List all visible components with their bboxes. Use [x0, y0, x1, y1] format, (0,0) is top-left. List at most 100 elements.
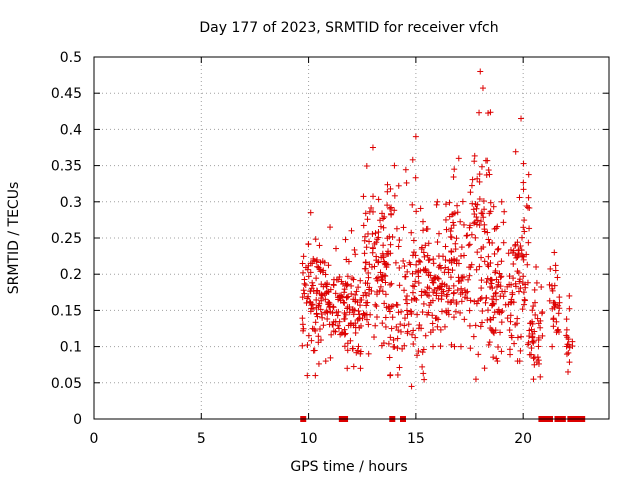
- data-point: [519, 252, 526, 259]
- data-point: [498, 319, 505, 326]
- data-point: [565, 368, 572, 375]
- data-point: [387, 241, 394, 248]
- data-point: [355, 343, 362, 350]
- data-point: [507, 312, 514, 319]
- data-point: [308, 337, 315, 344]
- data-point: [420, 370, 427, 377]
- data-point: [454, 202, 461, 209]
- data-point: [446, 257, 453, 264]
- data-point: [303, 299, 310, 306]
- data-point: [402, 273, 409, 280]
- data-point: [318, 281, 325, 288]
- data-point: [381, 300, 388, 307]
- data-point: [487, 316, 494, 323]
- data-point: [348, 290, 355, 297]
- data-point: [340, 299, 347, 306]
- data-point: [371, 334, 378, 341]
- data-point: [510, 299, 517, 306]
- data-point: [409, 270, 416, 277]
- data-point: [333, 309, 340, 316]
- data-point: [400, 224, 407, 231]
- data-point: [323, 283, 330, 290]
- data-point: [520, 179, 527, 186]
- data-point: [435, 253, 442, 260]
- data-point: [478, 285, 485, 292]
- data-point: [421, 253, 428, 260]
- data-point: [410, 237, 417, 244]
- data-point: [367, 311, 374, 318]
- data-point: [494, 344, 501, 351]
- data-point: [516, 194, 523, 201]
- data-point: [374, 236, 381, 243]
- data-point: [407, 308, 414, 315]
- data-point: [408, 310, 415, 317]
- data-point: [555, 302, 562, 309]
- data-point: [316, 326, 323, 333]
- data-point: [347, 337, 354, 344]
- data-point: [445, 311, 452, 318]
- data-point: [378, 276, 385, 283]
- data-point: [476, 196, 483, 203]
- data-point: [450, 210, 457, 217]
- data-point: [443, 226, 450, 233]
- data-point: [394, 371, 401, 378]
- data-point: [518, 333, 525, 340]
- data-point: [310, 255, 317, 262]
- data-point: [349, 345, 356, 352]
- data-point: [490, 354, 497, 361]
- data-point: [374, 288, 381, 295]
- data-point: [350, 311, 357, 318]
- data-point: [538, 284, 545, 291]
- data-point: [343, 256, 350, 263]
- data-point: [484, 307, 491, 314]
- data-point: [475, 351, 482, 358]
- data-point: [387, 281, 394, 288]
- data-point: [299, 260, 306, 267]
- data-point: [506, 327, 513, 334]
- data-point: [300, 325, 307, 332]
- data-point: [417, 205, 424, 212]
- data-point: [418, 245, 425, 252]
- data-point: [442, 201, 449, 208]
- data-point: [521, 301, 528, 308]
- data-point: [375, 196, 382, 203]
- data-point: [461, 316, 468, 323]
- data-point: [459, 198, 466, 205]
- data-point: [520, 160, 527, 167]
- data-point: [388, 211, 395, 218]
- data-point: [554, 274, 561, 281]
- data-point: [531, 354, 538, 361]
- data-point: [493, 296, 500, 303]
- data-point: [499, 307, 506, 314]
- data-point: [485, 341, 492, 348]
- data-point: [481, 228, 488, 235]
- data-point: [380, 242, 387, 249]
- data-point: [312, 372, 319, 379]
- data-point: [365, 321, 372, 328]
- y-tick-label: 0: [73, 412, 82, 428]
- chart-title: Day 177 of 2023, SRMTID for receiver vfc…: [199, 20, 498, 36]
- data-point: [563, 326, 570, 333]
- data-point: [515, 251, 522, 258]
- data-point: [478, 254, 485, 261]
- data-point: [533, 279, 540, 286]
- data-point: [476, 171, 483, 178]
- data-point: [299, 342, 306, 349]
- data-point: [341, 331, 348, 338]
- data-point: [362, 259, 369, 266]
- data-point: [400, 257, 407, 264]
- data-point: [481, 206, 488, 213]
- data-point: [442, 264, 449, 271]
- data-point: [355, 308, 362, 315]
- data-point: [476, 178, 483, 185]
- data-point: [468, 231, 475, 238]
- data-point: [377, 283, 384, 290]
- data-point: [368, 287, 375, 294]
- data-point: [313, 275, 320, 282]
- data-point: [333, 245, 340, 252]
- data-point: [435, 316, 442, 323]
- data-point: [420, 300, 427, 307]
- data-point: [498, 348, 505, 355]
- data-point: [494, 246, 501, 253]
